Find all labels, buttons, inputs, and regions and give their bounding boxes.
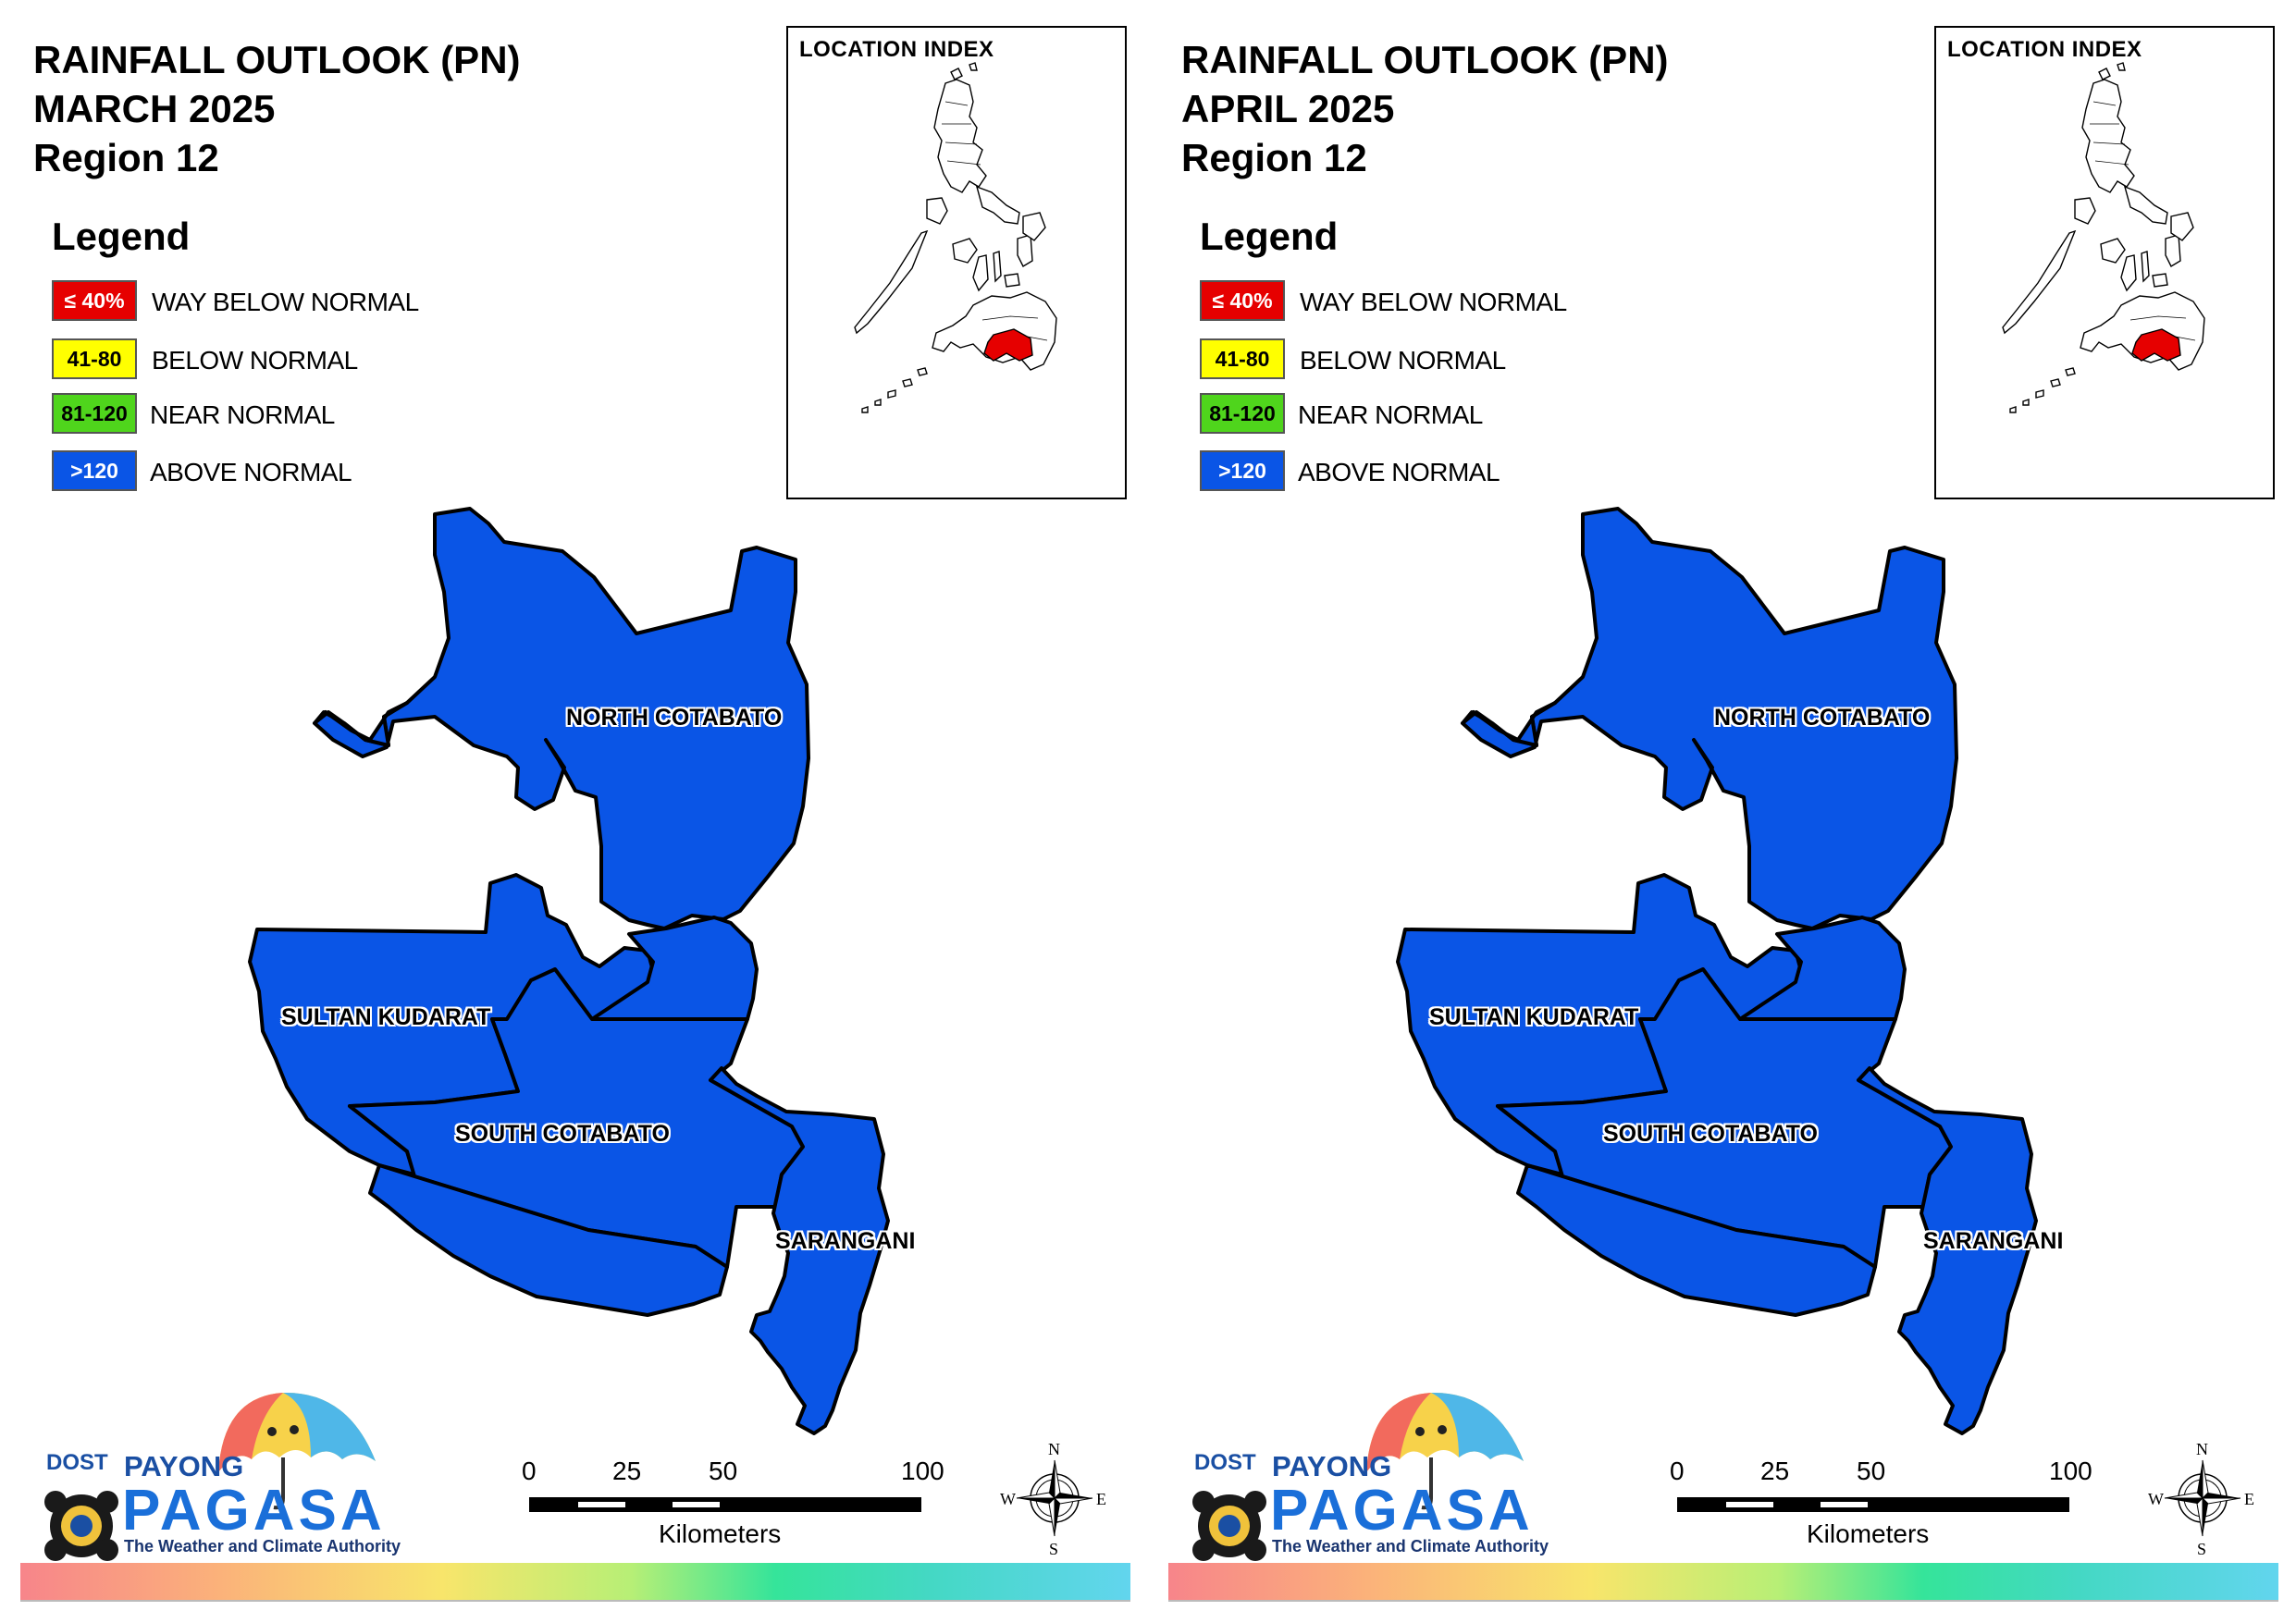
compass-s: S: [1049, 1540, 1059, 1558]
scale-tick-0: 0: [1670, 1457, 1685, 1485]
legend-swatch: ≤ 40%: [1200, 280, 1285, 321]
label-sultan-kudarat: SULTAN KUDARAT: [1429, 1004, 1639, 1030]
title-line-3: Region 12: [33, 136, 219, 179]
title-line-2: APRIL 2025: [1181, 87, 1395, 130]
label-south-cotabato: SOUTH COTABATO: [1603, 1121, 1818, 1147]
map-title: RAINFALL OUTLOOK (PN) MARCH 2025 Region …: [33, 35, 521, 182]
legend-label: ABOVE NORMAL: [1298, 458, 1500, 486]
legend-label: WAY BELOW NORMAL: [152, 288, 419, 316]
outlook-panel-april: RAINFALL OUTLOOK (PN) APRIL 2025 Region …: [1148, 0, 2296, 1623]
title-line-1: RAINFALL OUTLOOK (PN): [1181, 38, 1669, 81]
philippines-outline-map: [2002, 62, 2205, 413]
footer-color-band: [20, 1563, 1130, 1600]
sultan-kudarat-coastal[interactable]: [368, 1163, 729, 1317]
logo-pagasa-text: PAGASA: [122, 1479, 386, 1543]
compass-rose-icon: N E S W: [2148, 1438, 2254, 1558]
legend-swatch: 41-80: [52, 338, 137, 379]
scale-tick-50: 50: [1857, 1457, 1886, 1485]
legend-label: NEAR NORMAL: [1298, 400, 1483, 429]
legend-swatch: 81-120: [52, 393, 137, 434]
pagasa-logo: [1192, 1392, 1524, 1561]
inset-title: LOCATION INDEX: [799, 37, 994, 62]
compass-e: E: [1096, 1490, 1106, 1508]
label-sarangani: SARANGANI: [775, 1228, 916, 1254]
scale-tick-25: 25: [612, 1457, 642, 1485]
scale-tick-50: 50: [709, 1457, 738, 1485]
logo-payong-text: PAYONG: [124, 1450, 244, 1482]
legend-label: BELOW NORMAL: [1300, 346, 1506, 375]
north-cotabato-province-south[interactable]: [1738, 916, 1907, 1021]
legend-swatch: 81-120: [1200, 393, 1285, 434]
legend-swatch: 41-80: [1200, 338, 1285, 379]
compass-s: S: [2197, 1540, 2207, 1558]
label-north-cotabato: NORTH COTABATO: [1714, 705, 1931, 731]
region-12-highlight: [2131, 328, 2181, 362]
legend-label: BELOW NORMAL: [152, 346, 358, 375]
map-title: RAINFALL OUTLOOK (PN) APRIL 2025 Region …: [1181, 35, 1669, 182]
scale-bar-graphic: [529, 1497, 921, 1512]
scale-bar: 0 25 50 100 Kilometers: [1670, 1457, 2092, 1558]
scale-unit: Kilometers: [659, 1519, 782, 1548]
location-index-inset: LOCATION INDEX: [786, 26, 1127, 499]
scale-tick-25: 25: [1760, 1457, 1790, 1485]
label-north-cotabato: NORTH COTABATO: [566, 705, 783, 731]
north-cotabato-peninsula[interactable]: [1461, 701, 1557, 747]
label-sultan-kudarat: SULTAN KUDARAT: [281, 1004, 491, 1030]
legend-heading: Legend: [52, 215, 191, 258]
compass-rose-icon: N E S W: [1000, 1438, 1106, 1558]
label-sarangani: SARANGANI: [1923, 1228, 2064, 1254]
logo-dost-text: DOST: [1194, 1450, 1256, 1475]
legend-label: WAY BELOW NORMAL: [1300, 288, 1567, 316]
region-12-highlight: [983, 328, 1033, 362]
compass-e: E: [2244, 1490, 2254, 1508]
footer-line: [20, 1600, 1130, 1602]
legend-swatch: ≤ 40%: [52, 280, 137, 321]
compass-n: N: [1048, 1440, 1060, 1458]
region-12-map: [1396, 507, 2038, 1435]
sultan-kudarat-coastal[interactable]: [1516, 1163, 1877, 1317]
footer-color-band: [1168, 1563, 2278, 1600]
legend-swatch: >120: [52, 450, 137, 491]
title-line-2: MARCH 2025: [33, 87, 276, 130]
title-line-1: RAINFALL OUTLOOK (PN): [33, 38, 521, 81]
legend-swatch: >120: [1200, 450, 1285, 491]
pagasa-logo: [44, 1392, 376, 1561]
legend-label: NEAR NORMAL: [150, 400, 335, 429]
logo-dost-text: DOST: [46, 1450, 108, 1475]
compass-n: N: [2196, 1440, 2208, 1458]
logo-payong-text: PAYONG: [1272, 1450, 1392, 1482]
scale-tick-100: 100: [901, 1457, 944, 1485]
north-cotabato-province-south[interactable]: [590, 916, 759, 1021]
logo-tagline: The Weather and Climate Authority: [124, 1537, 401, 1555]
scale-tick-0: 0: [522, 1457, 537, 1485]
logo-pagasa-text: PAGASA: [1270, 1479, 1534, 1543]
outlook-panel-march: RAINFALL OUTLOOK (PN) MARCH 2025 Region …: [20, 26, 1130, 1602]
compass-w: W: [2148, 1490, 2164, 1508]
location-index-inset: LOCATION INDEX: [1934, 26, 2275, 499]
philippines-outline-map: [854, 62, 1057, 413]
compass-w: W: [1000, 1490, 1016, 1508]
scale-bar: 0 25 50 100 Kilometers: [522, 1457, 944, 1558]
logo-tagline: The Weather and Climate Authority: [1272, 1537, 1549, 1555]
north-cotabato-peninsula[interactable]: [313, 701, 409, 747]
scale-bar-graphic: [1677, 1497, 2069, 1512]
label-south-cotabato: SOUTH COTABATO: [455, 1121, 670, 1147]
scale-tick-100: 100: [2049, 1457, 2092, 1485]
legend-heading: Legend: [1200, 215, 1339, 258]
scale-unit: Kilometers: [1807, 1519, 1930, 1548]
footer-line: [1168, 1600, 2278, 1602]
title-line-3: Region 12: [1181, 136, 1367, 179]
inset-title: LOCATION INDEX: [1947, 37, 2142, 62]
legend-label: ABOVE NORMAL: [150, 458, 352, 486]
sarangani-province[interactable]: [709, 1066, 890, 1435]
sarangani-province[interactable]: [1857, 1066, 2038, 1435]
region-12-map: [248, 507, 890, 1435]
